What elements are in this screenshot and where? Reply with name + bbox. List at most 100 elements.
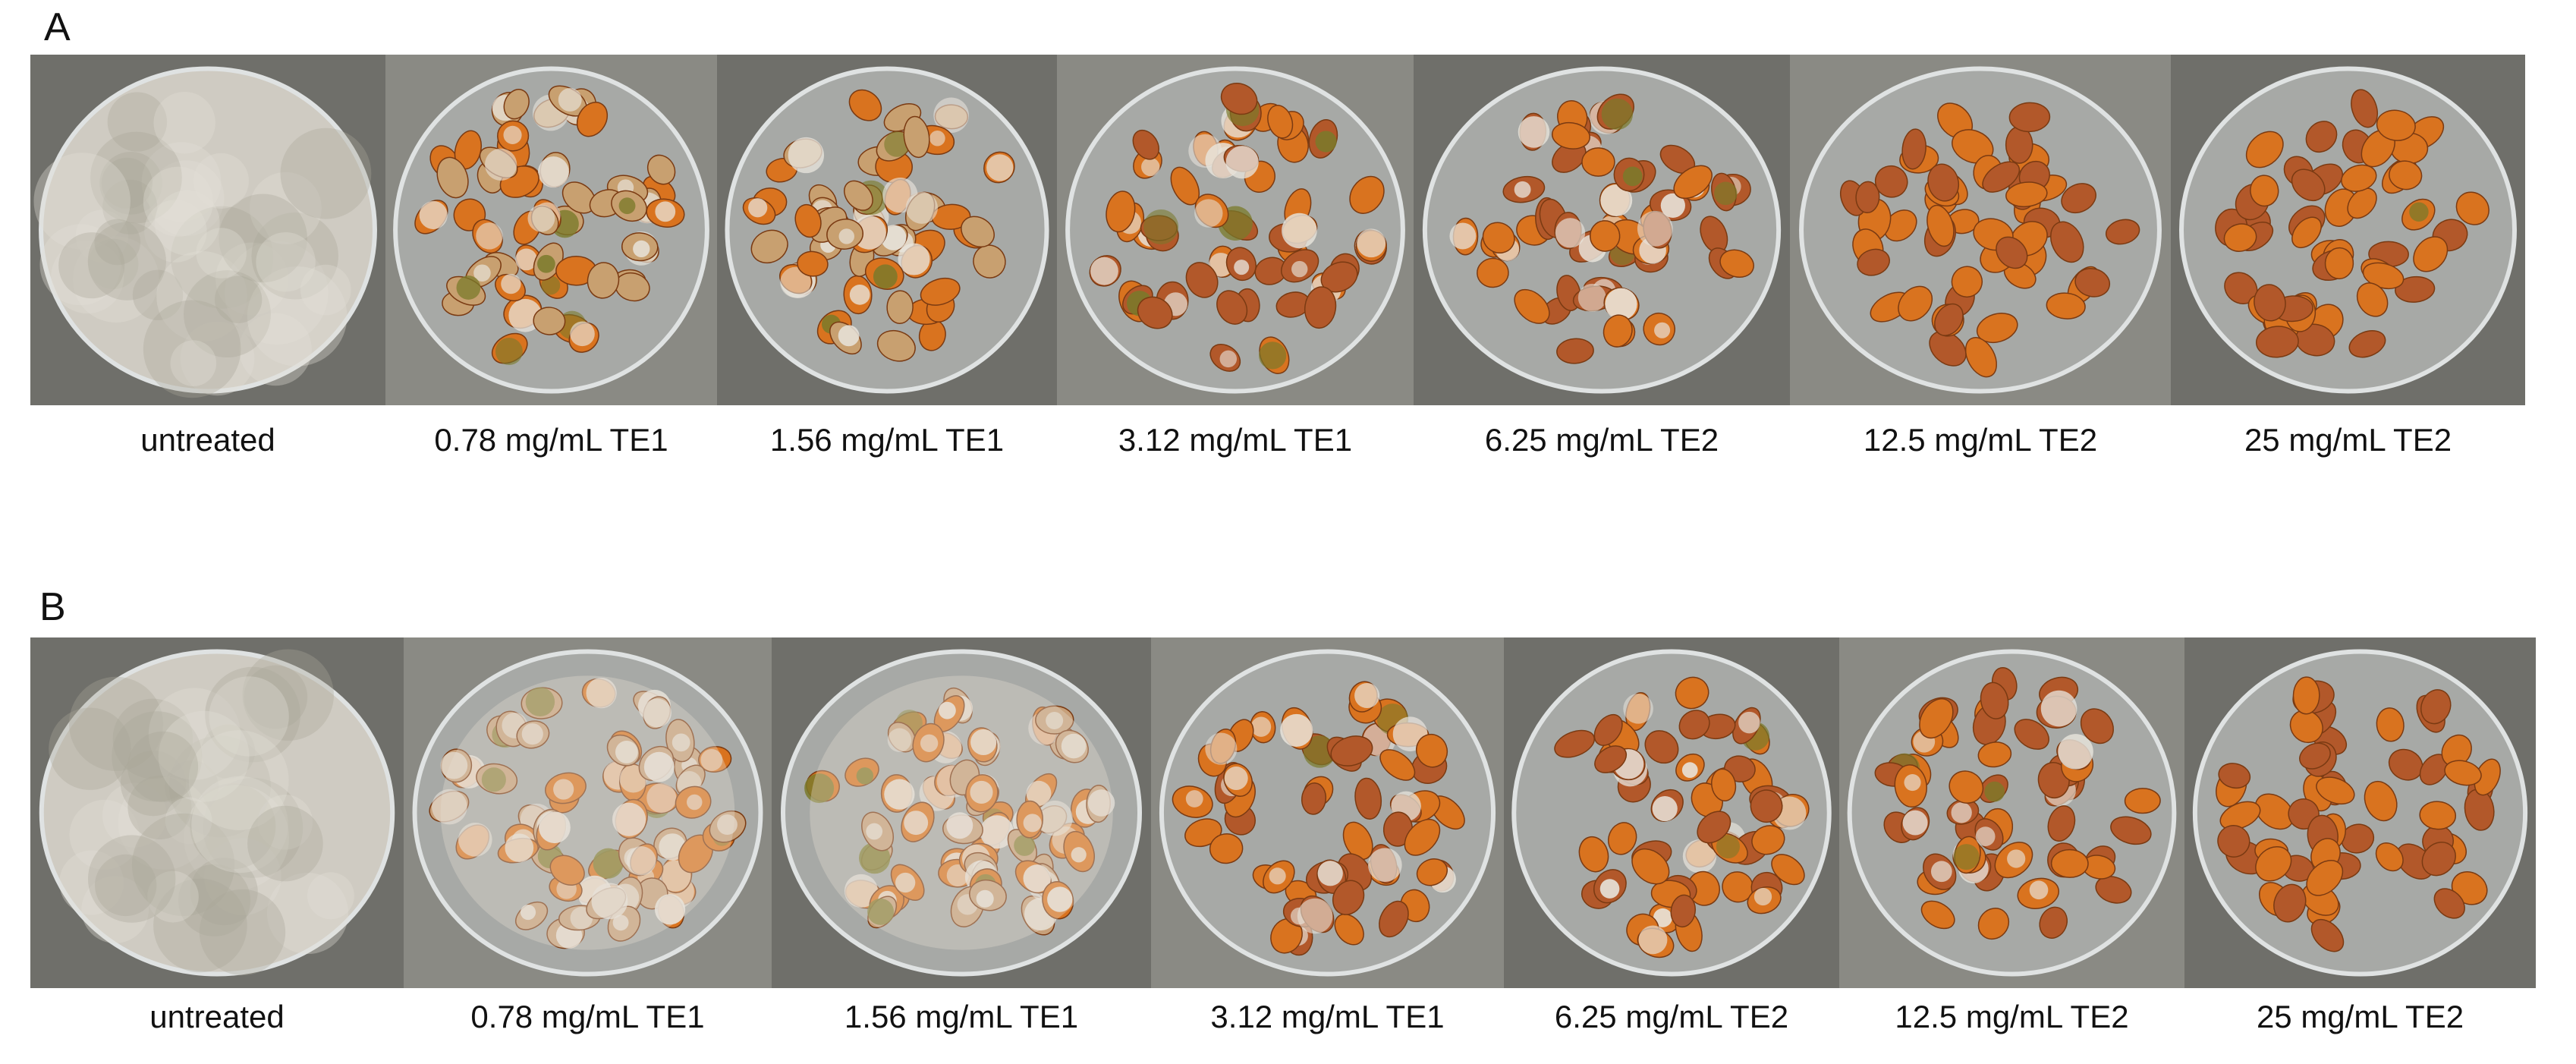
mycelium-patch bbox=[242, 649, 334, 741]
corn-kernel bbox=[1482, 222, 1515, 254]
corn-kernel bbox=[2046, 292, 2086, 320]
corn-kernel bbox=[2254, 284, 2286, 322]
corn-kernel bbox=[2014, 719, 2049, 750]
corn-kernel bbox=[576, 102, 609, 137]
corn-kernel bbox=[2395, 275, 2436, 303]
plate-label: 25 mg/mL TE2 bbox=[2244, 422, 2452, 458]
corn-kernel bbox=[1354, 777, 1382, 820]
mycelium-patch bbox=[171, 206, 274, 309]
mycelium-patch bbox=[199, 889, 286, 976]
mold-patch bbox=[1061, 733, 1087, 759]
corn-kernel bbox=[2316, 776, 2355, 805]
mold-patch bbox=[2409, 202, 2429, 222]
mold-patch bbox=[980, 815, 1014, 849]
mold-patch bbox=[849, 284, 870, 305]
corn-kernel bbox=[1678, 710, 1710, 740]
mold-patch bbox=[537, 254, 555, 273]
mold-patch bbox=[541, 275, 561, 295]
corn-kernel bbox=[1332, 880, 1365, 915]
corn-kernel bbox=[1901, 128, 1926, 170]
corn-kernel bbox=[1185, 262, 1219, 298]
mold-patch bbox=[844, 874, 878, 908]
mycelium-patch bbox=[257, 795, 313, 850]
mycelium-patch bbox=[214, 275, 263, 323]
corn-kernel bbox=[2376, 707, 2405, 742]
mold-patch bbox=[1046, 711, 1064, 729]
mold-patch bbox=[1297, 898, 1333, 934]
corn-kernel bbox=[1184, 818, 1222, 848]
mold-patch bbox=[672, 733, 690, 752]
mold-patch bbox=[481, 767, 506, 792]
mold-patch bbox=[986, 154, 1014, 181]
corn-kernel bbox=[1898, 285, 1933, 322]
corn-kernel bbox=[2273, 883, 2307, 923]
mold-patch bbox=[1623, 694, 1653, 724]
corn-kernel bbox=[2299, 742, 2331, 770]
corn-kernel bbox=[1137, 296, 1173, 329]
mycelium-patch bbox=[51, 240, 124, 314]
mold-patch bbox=[440, 751, 468, 779]
corn-kernel bbox=[2375, 842, 2404, 872]
corn-kernel bbox=[2255, 846, 2292, 882]
corn-kernel bbox=[533, 307, 566, 335]
corn-kernel bbox=[1949, 770, 1984, 804]
mycelium-patch bbox=[118, 776, 212, 870]
mycelium-patch bbox=[49, 707, 131, 790]
mold-patch bbox=[1714, 181, 1738, 206]
mycelium-patch bbox=[99, 151, 162, 215]
petri-plate-photo bbox=[385, 55, 717, 405]
mold-patch bbox=[553, 779, 574, 800]
corn-kernel bbox=[1711, 768, 1737, 802]
mold-patch bbox=[1087, 789, 1115, 817]
petri-plate-photo bbox=[1414, 55, 1790, 405]
corn-kernel bbox=[1976, 313, 2018, 344]
corn-kernel bbox=[1379, 749, 1416, 781]
mycelium-patch bbox=[90, 131, 182, 224]
mold-patch bbox=[1317, 861, 1343, 886]
corn-kernel bbox=[1920, 900, 1955, 930]
mycelium-patch bbox=[102, 782, 167, 848]
plate-label: 6.25 mg/mL TE2 bbox=[1484, 422, 1719, 458]
mold-patch bbox=[1368, 848, 1402, 882]
plate-label: 0.78 mg/mL TE1 bbox=[434, 422, 668, 458]
mold-patch bbox=[1071, 847, 1087, 863]
petri-plate-photo bbox=[2184, 637, 2536, 988]
mycelium-patch bbox=[144, 200, 207, 263]
mold-patch bbox=[804, 773, 835, 804]
mold-patch bbox=[884, 131, 910, 157]
mold-patch bbox=[1037, 800, 1073, 836]
mold-patch bbox=[432, 789, 467, 825]
mycelium-patch bbox=[101, 157, 153, 209]
mold-patch bbox=[1904, 774, 1921, 792]
mold-patch bbox=[1984, 781, 2005, 802]
corn-kernel bbox=[1719, 249, 1754, 278]
corn-kernel bbox=[2061, 183, 2096, 214]
mold-patch bbox=[1605, 288, 1637, 320]
mycelium-patch bbox=[127, 775, 192, 840]
mold-patch bbox=[1681, 762, 1698, 778]
mold-patch bbox=[643, 751, 675, 782]
mold-overgrowth bbox=[440, 675, 735, 950]
mold-patch bbox=[1600, 184, 1633, 216]
mold-patch bbox=[946, 812, 973, 839]
corn-kernel bbox=[1301, 782, 1327, 815]
mycelium-patch bbox=[225, 241, 329, 345]
mold-patch bbox=[456, 275, 481, 300]
mold-patch bbox=[473, 264, 491, 282]
corn-kernel bbox=[1996, 236, 2028, 269]
mycelium-patch bbox=[87, 835, 176, 923]
mold-patch bbox=[1653, 908, 1672, 927]
mycelium-patch bbox=[72, 236, 159, 323]
corn-kernel bbox=[2433, 888, 2465, 919]
mold-patch bbox=[939, 701, 956, 719]
plate-label: 6.25 mg/mL TE2 bbox=[1554, 999, 1789, 1034]
corn-kernel bbox=[2292, 676, 2320, 715]
corn-kernel bbox=[920, 277, 961, 306]
corn-kernel bbox=[1607, 822, 1637, 855]
corn-kernel bbox=[2223, 223, 2257, 252]
corn-kernel bbox=[2444, 760, 2482, 786]
petri-dish bbox=[39, 66, 377, 394]
corn-kernel bbox=[436, 156, 469, 199]
mold-patch bbox=[539, 811, 571, 844]
mycelium-patch bbox=[203, 777, 304, 878]
